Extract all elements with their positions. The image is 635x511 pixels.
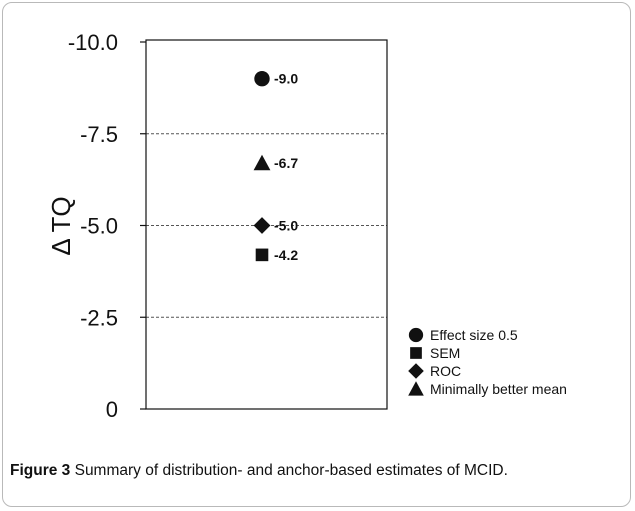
legend-diamond-icon [408,363,424,379]
data-label: -5.0 [274,218,298,234]
legend-entry-label: SEM [430,345,460,361]
y-axis-label: Δ TQ [46,196,76,255]
legend-triangle-icon [408,381,424,396]
y-tick-label: -2.5 [80,305,118,330]
plot-area-border [145,39,388,410]
y-tick-label: -7.5 [80,122,118,147]
figure-caption: Figure 3 Summary of distribution- and an… [10,460,620,482]
legend-circle-icon [408,327,424,343]
caption-text: Summary of distribution- and anchor-base… [70,462,508,479]
legend: Effect size 0.5 SEM ROC Minimally better me… [408,327,567,397]
legend-entry-label: ROC [430,363,461,379]
y-tick-label: -5.0 [80,214,118,239]
data-label: -4.2 [274,247,298,263]
legend-entry-label: Minimally better mean [430,381,567,397]
circle-data-point [254,71,270,87]
legend-square-icon [410,347,422,359]
triangle-data-point [253,154,271,171]
square-data-point [255,248,269,262]
data-label: -6.7 [274,155,298,171]
y-tick-label: -10.0 [68,30,118,55]
diamond-data-point [253,217,271,234]
figure-frame [2,2,631,507]
data-label: -9.0 [274,71,298,87]
y-axis-ticks: -10.0 -7.5 -5.0 -2.5 0 [68,30,146,422]
data-points: -9.0 -4.2 -5.0 -6.7 [253,71,298,263]
y-tick-label: 0 [106,397,118,422]
legend-entry-label: Effect size 0.5 [430,327,518,343]
caption-label: Figure 3 [10,462,71,479]
